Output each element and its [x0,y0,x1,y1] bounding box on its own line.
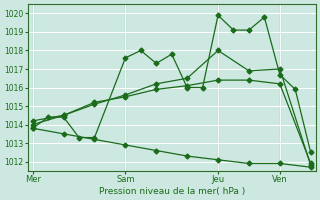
X-axis label: Pression niveau de la mer( hPa ): Pression niveau de la mer( hPa ) [99,187,245,196]
